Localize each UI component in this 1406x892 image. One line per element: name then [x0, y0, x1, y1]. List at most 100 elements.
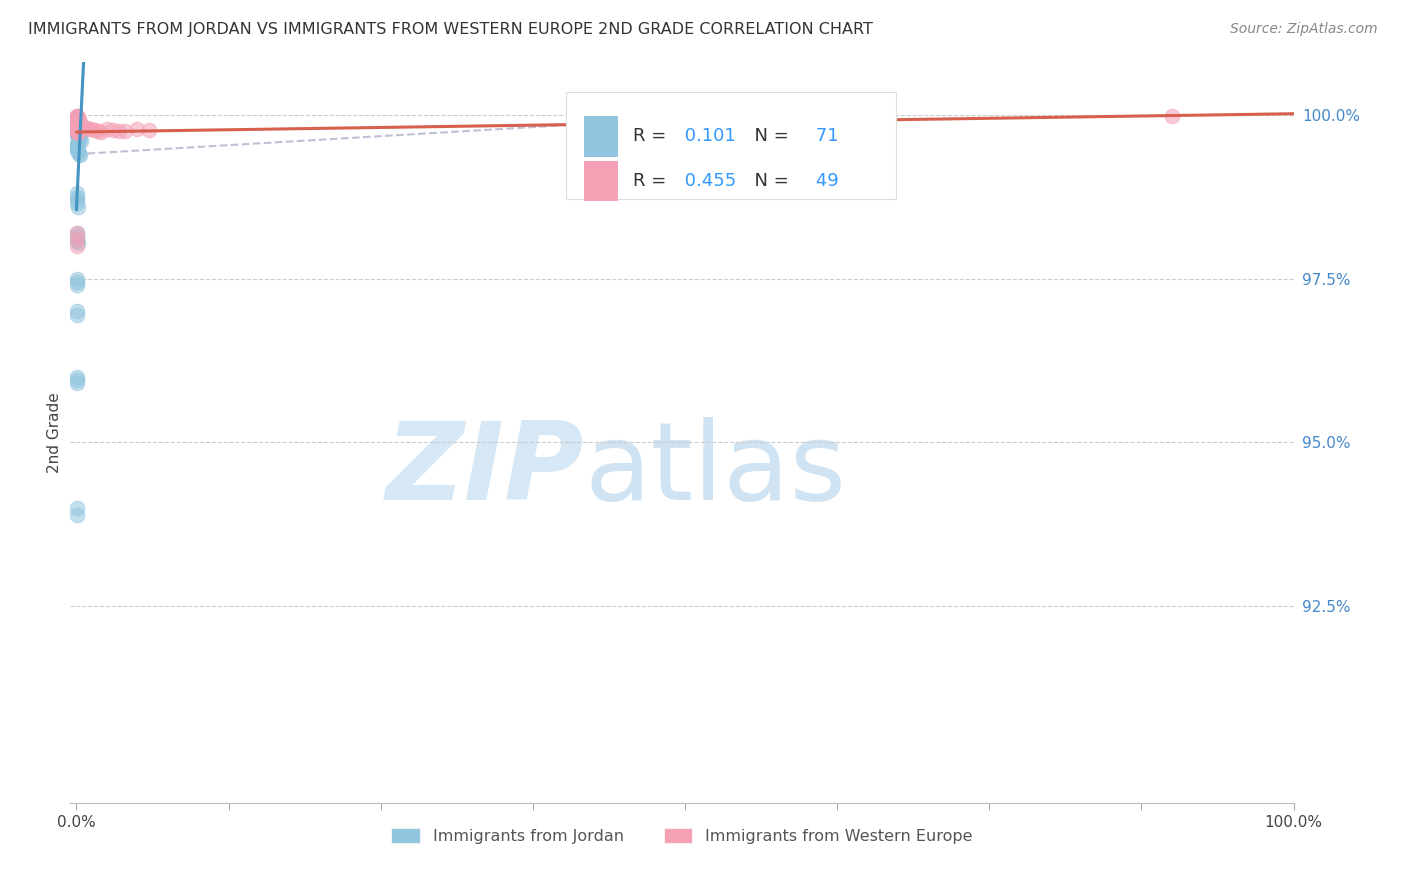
- Point: [66, 112, 89, 126]
- Point: [67, 129, 90, 144]
- Point: [66, 114, 89, 128]
- Point: [75, 120, 97, 135]
- Point: [70, 119, 93, 133]
- Point: [66, 125, 89, 139]
- Point: [66, 138, 89, 153]
- Point: [66, 110, 89, 124]
- Point: [70, 134, 93, 148]
- Point: [66, 275, 89, 289]
- Point: [66, 112, 89, 127]
- Point: [66, 278, 89, 293]
- Point: [66, 304, 89, 318]
- Point: [66, 112, 89, 127]
- Point: [66, 235, 89, 250]
- Point: [67, 119, 90, 133]
- Point: [96, 122, 118, 136]
- Point: [67, 113, 90, 128]
- Point: [66, 226, 89, 240]
- Point: [69, 120, 91, 134]
- Point: [67, 112, 90, 127]
- Point: [73, 120, 96, 135]
- Text: Source: ZipAtlas.com: Source: ZipAtlas.com: [1230, 22, 1378, 37]
- Point: [66, 126, 89, 140]
- Point: [66, 232, 89, 246]
- Text: 71: 71: [810, 128, 839, 145]
- Point: [67, 116, 90, 130]
- Point: [70, 122, 93, 136]
- Point: [114, 124, 136, 138]
- Point: [72, 119, 94, 133]
- Point: [66, 116, 89, 130]
- Point: [69, 120, 91, 135]
- Text: R =: R =: [633, 128, 672, 145]
- Point: [66, 140, 89, 154]
- Point: [66, 116, 89, 130]
- Text: 0.101: 0.101: [679, 128, 737, 145]
- Point: [66, 114, 89, 128]
- Text: 49: 49: [810, 172, 839, 190]
- Text: atlas: atlas: [583, 417, 846, 523]
- Point: [66, 116, 89, 130]
- Point: [69, 118, 91, 132]
- Point: [70, 119, 93, 133]
- Point: [66, 113, 89, 128]
- Point: [66, 508, 89, 522]
- Point: [83, 123, 105, 137]
- Point: [66, 124, 89, 138]
- Point: [66, 126, 89, 140]
- Point: [66, 126, 89, 140]
- FancyBboxPatch shape: [565, 92, 896, 200]
- Point: [67, 123, 90, 137]
- Point: [66, 196, 89, 211]
- Point: [66, 239, 89, 253]
- Bar: [583, 116, 619, 157]
- Point: [67, 117, 90, 131]
- Point: [67, 147, 90, 161]
- Point: [66, 111, 89, 125]
- Point: [67, 118, 90, 132]
- Point: [77, 121, 100, 136]
- Point: [66, 119, 89, 133]
- Point: [66, 373, 89, 387]
- Point: [66, 109, 89, 123]
- Text: N =: N =: [744, 172, 794, 190]
- Point: [66, 110, 89, 124]
- Text: 0.455: 0.455: [679, 172, 737, 190]
- Point: [69, 132, 91, 146]
- Legend: Immigrants from Jordan, Immigrants from Western Europe: Immigrants from Jordan, Immigrants from …: [385, 822, 979, 850]
- Point: [101, 123, 124, 137]
- Point: [67, 119, 90, 133]
- Point: [66, 118, 89, 132]
- Point: [67, 117, 90, 131]
- Point: [66, 500, 89, 515]
- Point: [66, 128, 89, 142]
- Text: IMMIGRANTS FROM JORDAN VS IMMIGRANTS FROM WESTERN EUROPE 2ND GRADE CORRELATION C: IMMIGRANTS FROM JORDAN VS IMMIGRANTS FRO…: [28, 22, 873, 37]
- Point: [66, 137, 89, 152]
- Point: [90, 125, 112, 139]
- Point: [66, 114, 89, 128]
- Point: [66, 229, 89, 244]
- Point: [66, 111, 89, 125]
- Point: [66, 120, 89, 135]
- Point: [138, 123, 160, 137]
- Point: [66, 113, 89, 128]
- Point: [66, 127, 89, 141]
- Point: [66, 111, 89, 125]
- Text: ZIP: ZIP: [385, 417, 583, 523]
- Point: [73, 120, 96, 134]
- Point: [87, 124, 110, 138]
- Point: [66, 308, 89, 322]
- Point: [69, 148, 91, 162]
- Point: [66, 193, 89, 207]
- Point: [66, 226, 89, 240]
- Point: [66, 232, 89, 246]
- Point: [66, 115, 89, 129]
- Point: [67, 116, 90, 130]
- Point: [66, 128, 89, 143]
- Point: [66, 128, 89, 143]
- Point: [66, 111, 89, 125]
- Bar: [583, 161, 619, 202]
- Point: [67, 145, 90, 160]
- Point: [72, 121, 94, 136]
- Point: [66, 116, 89, 130]
